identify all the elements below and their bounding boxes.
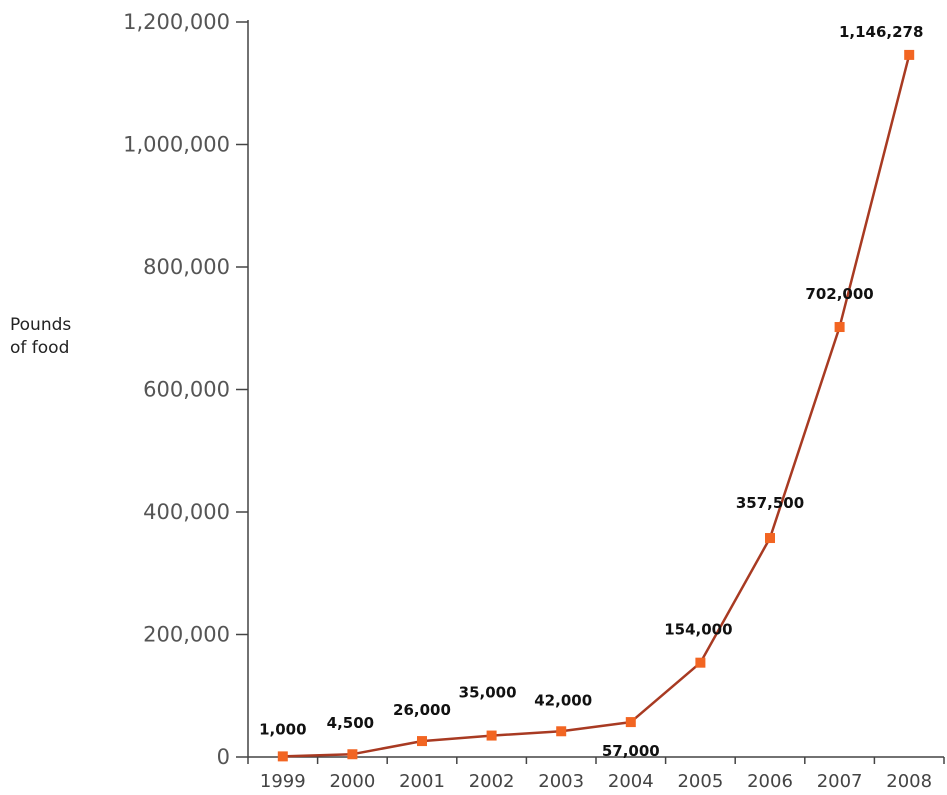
x-tick-label: 2003 — [538, 771, 584, 792]
data-label: 42,000 — [534, 691, 592, 709]
x-tick-label: 2007 — [817, 771, 863, 792]
data-label: 26,000 — [393, 701, 451, 719]
data-point-marker — [417, 736, 427, 747]
y-tick-label: 400,000 — [143, 500, 230, 524]
axes — [247, 20, 944, 758]
y-tick-label: 1,200,000 — [123, 10, 230, 34]
data-point-marker — [695, 657, 706, 668]
x-ticks: 1999 2000 2001 2002 2003 2004 2005 2006 2007 2008 — [247, 757, 945, 792]
y-axis-label-line-1: Pounds — [10, 315, 71, 335]
data-point-marker — [834, 322, 845, 333]
data-point-marker — [347, 749, 358, 760]
y-tick-label: 800,000 — [143, 255, 230, 279]
data-labels: 1,000 4,500 26,000 35,000 42,000 57,000 154,00… — [259, 23, 923, 760]
x-tick-label: 2000 — [329, 771, 375, 792]
y-axis-label-line-2: of food — [10, 338, 69, 358]
data-label: 1,000 — [259, 720, 306, 738]
data-label: 702,000 — [805, 285, 873, 303]
data-label: 57,000 — [602, 742, 660, 760]
y-ticks: 0 200,000 400,000 600,000 800,000 1,000,000 1,… — [123, 10, 248, 769]
data-point-marker — [904, 49, 915, 60]
data-label: 357,500 — [736, 494, 804, 512]
data-label: 1,146,278 — [839, 23, 923, 41]
data-label: 35,000 — [459, 684, 517, 702]
x-tick-label: 2008 — [886, 771, 932, 792]
data-label: 154,000 — [664, 621, 732, 639]
x-tick-label: 2001 — [399, 771, 445, 792]
data-point-marker — [765, 533, 775, 544]
data-label: 4,500 — [327, 714, 374, 732]
x-tick-label: 2004 — [608, 771, 654, 792]
x-tick-label: 1999 — [260, 771, 306, 792]
y-tick-label: 0 — [217, 745, 230, 769]
data-point-marker — [556, 726, 567, 737]
x-tick-label: 2006 — [747, 771, 793, 792]
series-group — [277, 49, 915, 762]
x-tick-label: 2002 — [469, 771, 515, 792]
series-line — [282, 54, 911, 758]
data-point-marker — [277, 751, 288, 762]
y-tick-label: 600,000 — [143, 378, 230, 402]
y-tick-label: 200,000 — [143, 623, 230, 647]
x-tick-label: 2005 — [677, 771, 723, 792]
y-tick-label: 1,000,000 — [123, 133, 230, 157]
data-point-marker — [486, 730, 497, 741]
data-point-marker — [625, 717, 636, 728]
